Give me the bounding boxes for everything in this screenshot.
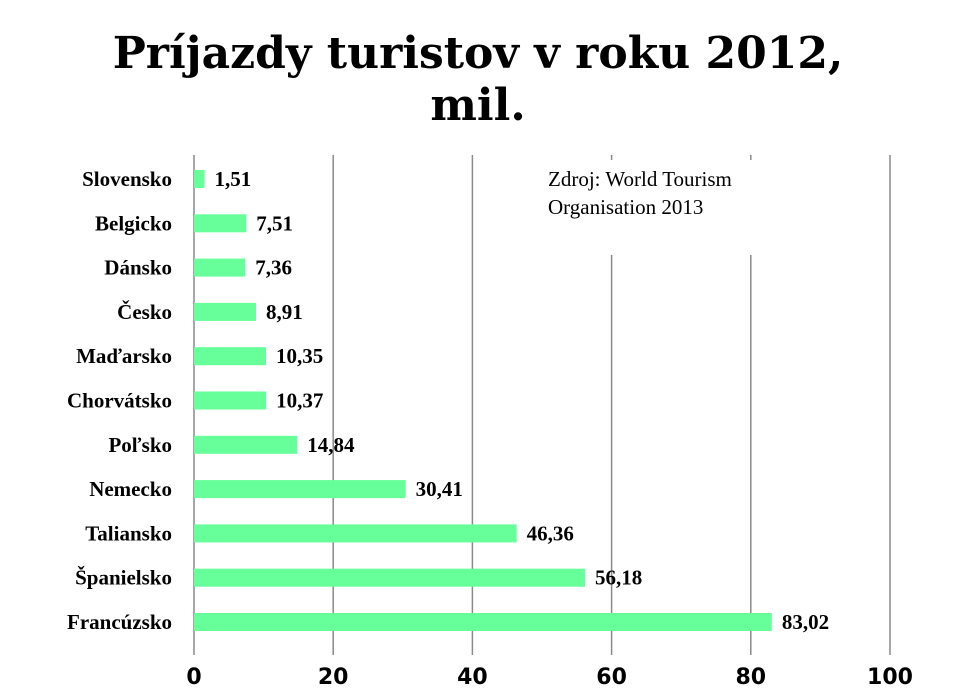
source-note-background [534, 160, 870, 255]
bar-7 [194, 480, 406, 499]
category-label-5: Chorvátsko [67, 389, 172, 413]
bar-8 [194, 524, 517, 543]
bars [194, 170, 772, 631]
x-tick-label-80: 80 [735, 665, 766, 690]
category-label-9: Španielsko [75, 566, 172, 590]
value-label-1: 7,51 [256, 211, 293, 235]
category-label-8: Taliansko [85, 521, 172, 545]
x-tick-label-0: 0 [186, 665, 201, 690]
bar-9 [194, 568, 586, 587]
x-tick-label-40: 40 [457, 665, 488, 690]
value-label-10: 83,02 [782, 610, 829, 634]
chart-title: Príjazdy turistov v roku 2012, mil. [0, 28, 956, 132]
bar-1 [194, 214, 247, 233]
category-label-3: Česko [117, 300, 172, 324]
bar-6 [194, 435, 298, 454]
bar-2 [194, 258, 246, 277]
category-label-7: Nemecko [89, 477, 172, 501]
bar-0 [194, 170, 205, 188]
bar-5 [194, 391, 267, 410]
value-label-0: 1,51 [215, 167, 252, 191]
x-tick-label-60: 60 [596, 665, 627, 690]
value-label-8: 46,36 [527, 521, 574, 545]
category-label-2: Dánsko [104, 256, 172, 280]
value-label-9: 56,18 [595, 566, 642, 590]
value-label-6: 14,84 [307, 433, 355, 457]
bar-4 [194, 347, 267, 366]
chart-title-line-1: Príjazdy turistov v roku 2012, [112, 28, 844, 79]
x-tick-label-100: 100 [867, 665, 913, 690]
bar-10 [194, 613, 772, 631]
x-axis-tick-labels: 0 20 40 60 80 100 [186, 665, 913, 690]
value-label-2: 7,36 [255, 256, 292, 280]
source-note-line-2: Organisation 2013 [548, 195, 703, 219]
bar-3 [194, 302, 257, 321]
category-label-0: Slovensko [82, 167, 172, 191]
value-labels: 1,517,51 7,36 8,91 10,35 10,37 14,84 30,41 46,3… [215, 167, 830, 634]
value-label-7: 30,41 [416, 477, 463, 501]
value-label-5: 10,37 [276, 389, 323, 413]
x-tick-label-20: 20 [318, 665, 349, 690]
category-label-1: Belgicko [95, 211, 172, 235]
value-label-3: 8,91 [266, 300, 303, 324]
category-label-10: Francúzsko [67, 610, 172, 634]
category-label-4: Maďarsko [76, 344, 172, 368]
chart-title-line-2: mil. [430, 80, 526, 131]
source-note-line-1: Zdroj: World Tourism [548, 167, 732, 191]
category-labels: Slovensko Belgicko Dánsko Česko Maďarsko Chor… [67, 167, 172, 634]
category-label-6: Poľsko [108, 433, 172, 457]
value-label-4: 10,35 [276, 344, 323, 368]
